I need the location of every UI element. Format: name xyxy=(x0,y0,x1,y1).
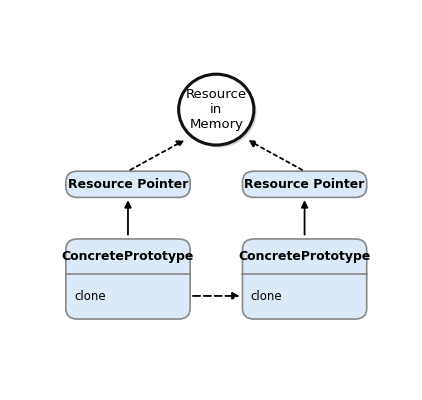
Text: clone: clone xyxy=(74,290,106,303)
FancyBboxPatch shape xyxy=(242,171,367,197)
Text: clone: clone xyxy=(251,290,282,303)
Text: Resource Pointer: Resource Pointer xyxy=(68,178,188,191)
Text: ConcretePrototype: ConcretePrototype xyxy=(238,250,371,263)
Circle shape xyxy=(181,77,257,148)
Text: Resource Pointer: Resource Pointer xyxy=(244,178,365,191)
Text: Resource
in
Memory: Resource in Memory xyxy=(186,88,247,131)
FancyBboxPatch shape xyxy=(242,239,367,319)
FancyBboxPatch shape xyxy=(66,239,190,319)
Circle shape xyxy=(179,74,254,145)
Text: ConcretePrototype: ConcretePrototype xyxy=(62,250,194,263)
FancyBboxPatch shape xyxy=(66,171,190,197)
